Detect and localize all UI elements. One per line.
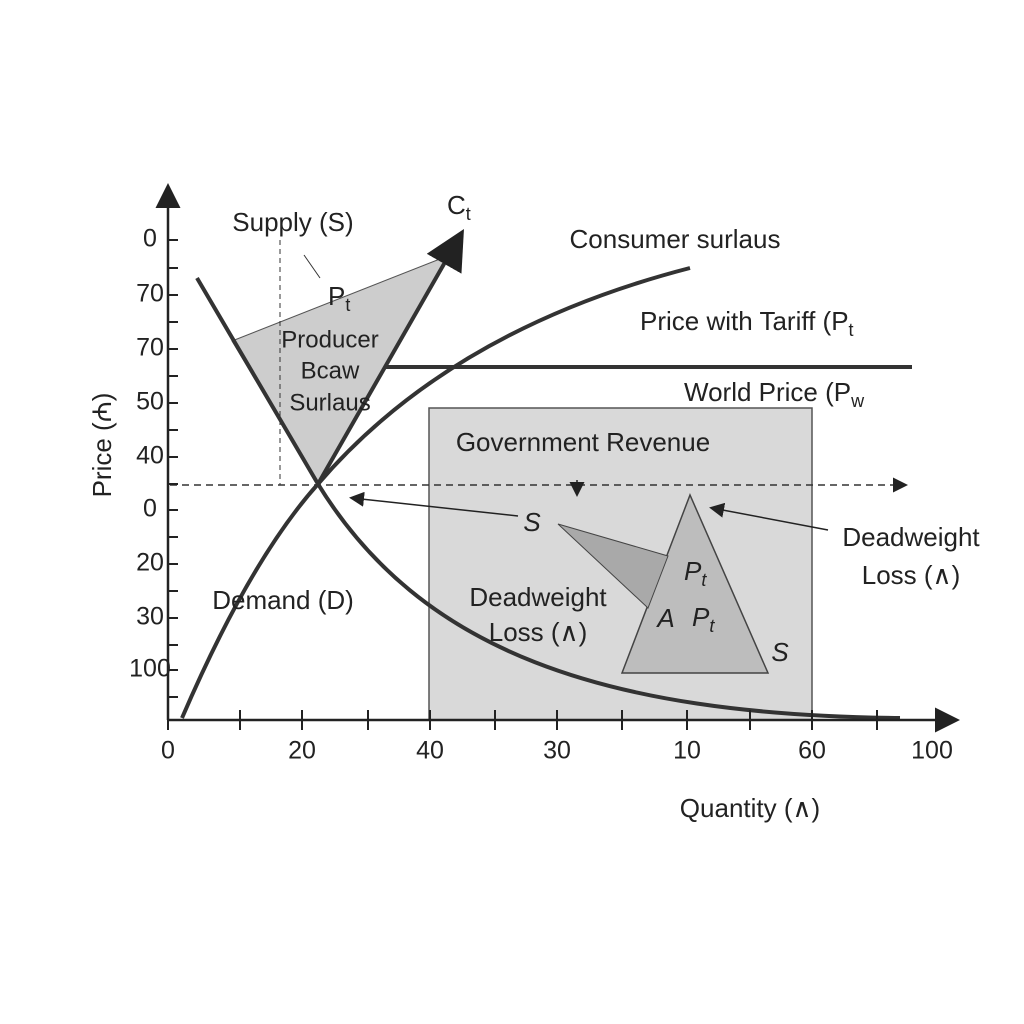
y-tick-label: 70: [136, 334, 164, 362]
label: Deadweight: [842, 522, 980, 552]
label: Supply (S): [232, 207, 353, 237]
label: Bcaw: [301, 357, 360, 384]
y-tick-label: 40: [136, 442, 164, 470]
y-axis-label: Price (₼): [87, 393, 117, 498]
demand-curve: [195, 276, 901, 720]
y-tick-label: 20: [136, 549, 164, 577]
pointer: [709, 502, 829, 531]
label: Government Revenue: [456, 427, 710, 457]
pointer: [349, 491, 519, 517]
label: S: [771, 637, 789, 667]
y-tick-label: 100: [129, 655, 171, 683]
label: Price with Tariff (Pt: [640, 306, 854, 340]
x-axis-label: Quantity (∧): [680, 793, 820, 823]
y-tick-label: 30: [136, 603, 164, 631]
y-tick-label: 0: [143, 225, 157, 253]
label: Ct: [447, 190, 471, 224]
y-tick-label: 0: [143, 495, 157, 523]
label: Pt: [684, 556, 707, 590]
label: Consumer surlaus: [570, 224, 781, 254]
deadweight-wedge: [557, 523, 669, 609]
label-main: C: [447, 190, 466, 220]
supply-curve: [180, 266, 691, 719]
label: Pt: [692, 602, 715, 636]
label: Surlaus: [289, 389, 370, 416]
y-tick-label: 70: [136, 280, 164, 308]
label-sub: t: [849, 320, 854, 340]
x-tick-label: 0: [161, 737, 175, 765]
label: Demand (D): [212, 585, 354, 615]
label-main: P: [328, 281, 345, 311]
x-tick-label: 20: [288, 737, 316, 765]
label: A: [655, 603, 674, 633]
label: Loss (∧): [489, 617, 588, 647]
label: World Price (Pw: [684, 377, 865, 411]
label-sub: t: [345, 295, 350, 315]
y-tick-label: 50: [136, 388, 164, 416]
x-tick-label: 30: [543, 737, 571, 765]
label: Producer: [281, 326, 378, 353]
label-main: World Price (P: [684, 377, 851, 407]
label-main: Price with Tariff (P: [640, 306, 849, 336]
label: S: [523, 507, 541, 537]
x-tick-label: 60: [798, 737, 826, 765]
label-main: P: [692, 602, 710, 632]
labels: Price (₼) Quantity (∧) Supply (S) Consumer …: [87, 190, 981, 823]
pointer: [303, 254, 321, 279]
label: Loss (∧): [862, 560, 961, 590]
supply-arrow: [316, 229, 464, 485]
label: Deadweight: [469, 582, 607, 612]
label-sub: t: [466, 204, 471, 224]
label-sub: t: [701, 570, 707, 590]
x-tick-label: 40: [416, 737, 444, 765]
label-sub: t: [709, 616, 715, 636]
axis-ticks: 0 70 70 50 40 0 20 30 100 0 20 40 30 10 60 100: [129, 225, 953, 765]
x-tick-label: 10: [673, 737, 701, 765]
label-main: P: [684, 556, 702, 586]
x-tick-label: 100: [911, 737, 953, 765]
label: Pt: [328, 281, 350, 315]
shapes: [155, 183, 960, 733]
label-sub: w: [850, 391, 865, 411]
